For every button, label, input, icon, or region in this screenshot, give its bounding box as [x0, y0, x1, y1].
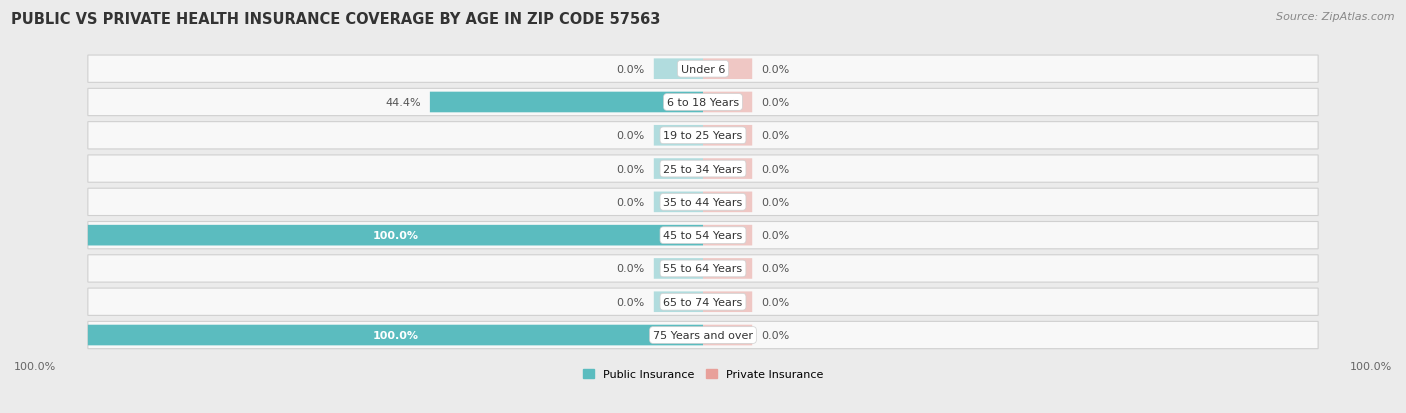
Text: 0.0%: 0.0%	[762, 64, 790, 74]
Text: Under 6: Under 6	[681, 64, 725, 74]
Text: 75 Years and over: 75 Years and over	[652, 330, 754, 340]
Text: 100.0%: 100.0%	[373, 230, 419, 240]
FancyBboxPatch shape	[703, 192, 752, 213]
Text: 35 to 44 Years: 35 to 44 Years	[664, 197, 742, 207]
FancyBboxPatch shape	[87, 56, 1319, 83]
Text: 44.4%: 44.4%	[385, 98, 420, 108]
FancyBboxPatch shape	[703, 126, 752, 146]
Text: 0.0%: 0.0%	[616, 164, 644, 174]
FancyBboxPatch shape	[703, 159, 752, 180]
Text: 6 to 18 Years: 6 to 18 Years	[666, 98, 740, 108]
Text: 55 to 64 Years: 55 to 64 Years	[664, 264, 742, 274]
Text: Source: ZipAtlas.com: Source: ZipAtlas.com	[1277, 12, 1395, 22]
FancyBboxPatch shape	[703, 259, 752, 279]
Text: 0.0%: 0.0%	[762, 264, 790, 274]
Text: 65 to 74 Years: 65 to 74 Years	[664, 297, 742, 307]
FancyBboxPatch shape	[87, 222, 1319, 249]
Text: 100.0%: 100.0%	[1350, 361, 1392, 371]
Text: 19 to 25 Years: 19 to 25 Years	[664, 131, 742, 141]
FancyBboxPatch shape	[87, 255, 1319, 282]
FancyBboxPatch shape	[703, 93, 752, 113]
Text: 0.0%: 0.0%	[762, 164, 790, 174]
FancyBboxPatch shape	[87, 189, 1319, 216]
FancyBboxPatch shape	[654, 259, 703, 279]
FancyBboxPatch shape	[654, 159, 703, 180]
FancyBboxPatch shape	[703, 292, 752, 312]
Text: 0.0%: 0.0%	[616, 131, 644, 141]
Text: 0.0%: 0.0%	[762, 197, 790, 207]
FancyBboxPatch shape	[703, 59, 752, 80]
FancyBboxPatch shape	[430, 93, 703, 113]
Text: 0.0%: 0.0%	[762, 297, 790, 307]
FancyBboxPatch shape	[654, 59, 703, 80]
FancyBboxPatch shape	[87, 225, 703, 246]
FancyBboxPatch shape	[703, 225, 752, 246]
Text: 0.0%: 0.0%	[762, 330, 790, 340]
Text: 0.0%: 0.0%	[762, 131, 790, 141]
Text: 0.0%: 0.0%	[762, 98, 790, 108]
Text: 0.0%: 0.0%	[762, 230, 790, 240]
Text: 25 to 34 Years: 25 to 34 Years	[664, 164, 742, 174]
FancyBboxPatch shape	[87, 156, 1319, 183]
Text: 0.0%: 0.0%	[616, 264, 644, 274]
Legend: Public Insurance, Private Insurance: Public Insurance, Private Insurance	[579, 365, 827, 384]
FancyBboxPatch shape	[654, 292, 703, 312]
FancyBboxPatch shape	[87, 89, 1319, 116]
FancyBboxPatch shape	[654, 192, 703, 213]
Text: 0.0%: 0.0%	[616, 197, 644, 207]
FancyBboxPatch shape	[87, 122, 1319, 150]
FancyBboxPatch shape	[654, 126, 703, 146]
FancyBboxPatch shape	[703, 325, 752, 346]
Text: 100.0%: 100.0%	[14, 361, 56, 371]
FancyBboxPatch shape	[87, 288, 1319, 316]
FancyBboxPatch shape	[87, 322, 1319, 349]
FancyBboxPatch shape	[87, 325, 703, 346]
Text: PUBLIC VS PRIVATE HEALTH INSURANCE COVERAGE BY AGE IN ZIP CODE 57563: PUBLIC VS PRIVATE HEALTH INSURANCE COVER…	[11, 12, 661, 27]
Text: 0.0%: 0.0%	[616, 64, 644, 74]
Text: 100.0%: 100.0%	[373, 330, 419, 340]
Text: 45 to 54 Years: 45 to 54 Years	[664, 230, 742, 240]
Text: 0.0%: 0.0%	[616, 297, 644, 307]
